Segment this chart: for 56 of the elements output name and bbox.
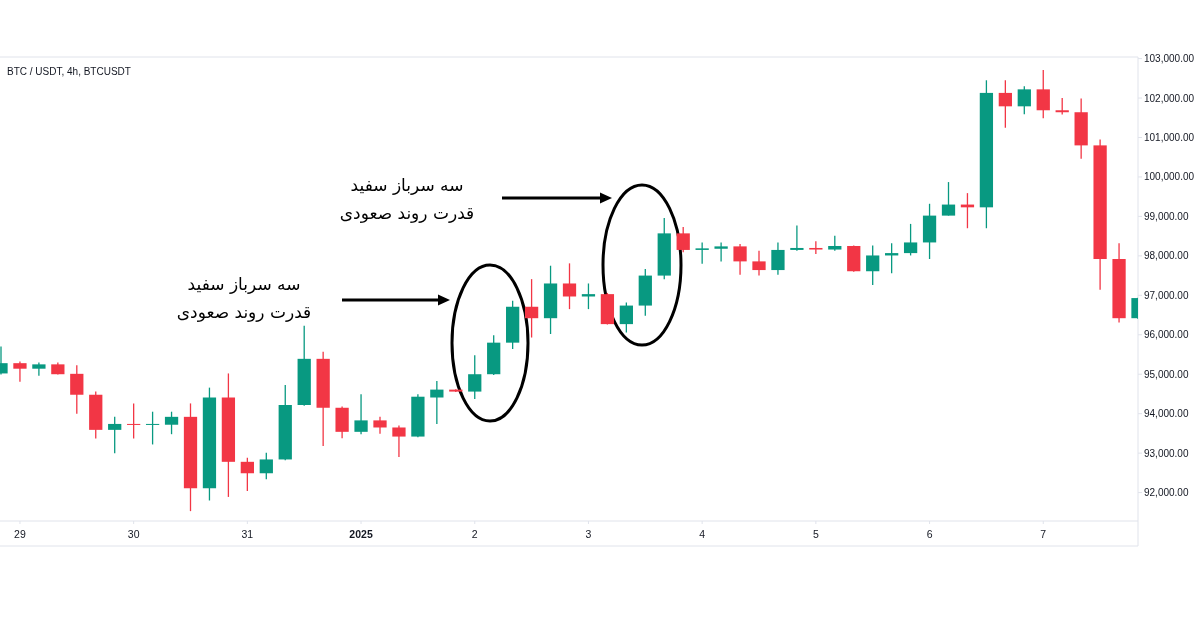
y-tick-label: 98,000.00 (1144, 250, 1189, 262)
candlestick (145, 411, 160, 446)
candlestick (164, 411, 179, 435)
x-tick-label: 29 (14, 527, 26, 540)
x-tick-label: 4 (699, 527, 706, 540)
candlestick (468, 354, 482, 400)
candlestick (752, 250, 766, 277)
candlestick (562, 262, 577, 310)
y-tick-label: 101,000.00 (1144, 131, 1195, 143)
candlestick (259, 452, 273, 480)
x-tick-label: 3 (585, 527, 592, 540)
candlestick (866, 244, 880, 286)
candlestick (108, 416, 122, 454)
annotation: سه سرباز سفید قدرت روند صعودی (339, 175, 475, 223)
text: BTC / USDT, 4h, BTCUSDT (7, 65, 131, 77)
x-tick-label: 2025 (349, 527, 373, 540)
candlestick (809, 240, 823, 255)
y-tick-label: 103,000.00 (1144, 53, 1195, 65)
candlestick (32, 361, 46, 377)
y-tick-label: 93,000.00 (1144, 447, 1189, 459)
candlestick (70, 364, 84, 415)
candlestick (1036, 69, 1050, 119)
y-tick-label: 102,000.00 (1144, 92, 1195, 104)
y-tick-label: 100,000.00 (1144, 171, 1195, 183)
candlestick (998, 79, 1012, 129)
candlestick (1017, 85, 1031, 115)
candlestick (240, 457, 254, 492)
y-tick-label: 97,000.00 (1144, 289, 1189, 301)
candlestick (373, 416, 387, 435)
candlestick (354, 393, 368, 435)
candlestick (13, 360, 27, 383)
candlestick (676, 226, 690, 253)
x-tick-label: 7 (1040, 527, 1047, 540)
x-tick-label: 6 (926, 527, 933, 540)
candlestick (127, 402, 141, 440)
candlestick (771, 241, 785, 276)
y-tick-label: 94,000.00 (1144, 408, 1189, 420)
candlestick (790, 224, 804, 252)
candlestick (733, 243, 747, 276)
candlestick (524, 278, 539, 339)
candlestick (903, 223, 918, 257)
candlestick (619, 301, 633, 334)
y-tick-label: 99,000.00 (1144, 210, 1189, 222)
x-tick-label: 30 (127, 527, 140, 540)
candlestick (430, 380, 444, 425)
y-tick-label: 95,000.00 (1144, 368, 1189, 380)
candlestick (695, 241, 709, 265)
candlestick (714, 241, 728, 263)
x-tick-label: 31 (241, 527, 254, 540)
candlestick (941, 181, 956, 217)
x-tick-label: 5 (812, 527, 819, 540)
y-tick-label: 96,000.00 (1144, 329, 1189, 341)
y-tick-label: 92,000.00 (1144, 487, 1189, 499)
annotation: سه سرباز سفید قدرت روند صعودی (176, 274, 312, 322)
candlestick (392, 424, 406, 458)
x-tick-label: 2 (471, 527, 478, 540)
